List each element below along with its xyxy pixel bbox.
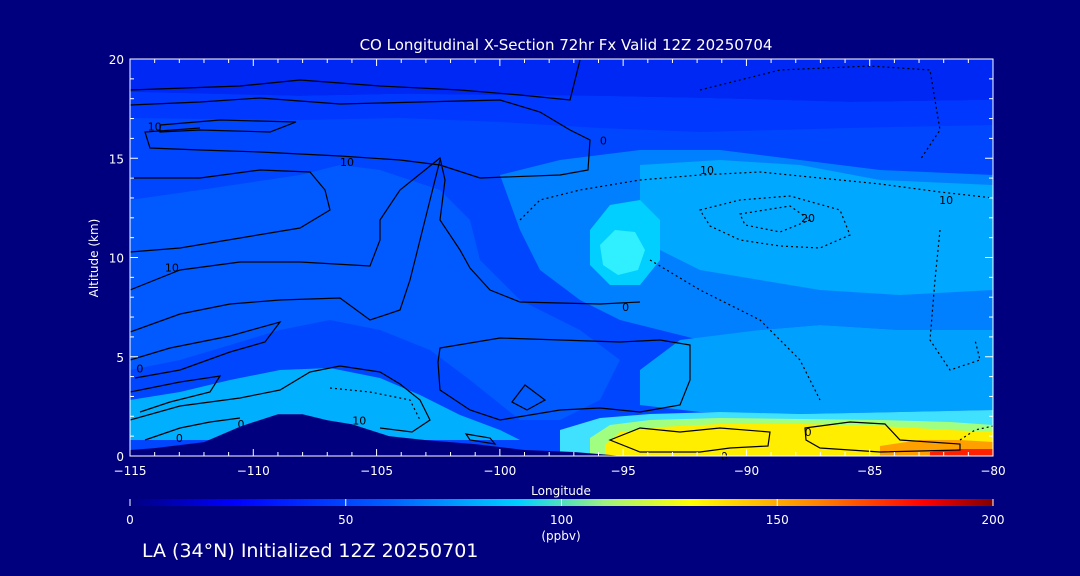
y-tick-label: 20: [109, 53, 124, 67]
y-tick-label: 10: [109, 252, 124, 266]
field-lower-east: [640, 325, 993, 414]
colorbar-tick-label: 100: [550, 513, 573, 527]
terrain-mask: [130, 414, 993, 456]
field-upper-band: [130, 92, 993, 132]
contour-label: 10: [148, 120, 162, 133]
contour-label: 10: [165, 261, 179, 274]
x-tick-label: −105: [360, 464, 393, 478]
colorbar-label: (ppbv): [541, 529, 580, 543]
colorbar-tick-label: 150: [766, 513, 789, 527]
contour-line: [511, 384, 547, 411]
contour-label: 0: [176, 432, 183, 445]
contour-line-dotted: [929, 229, 981, 371]
contour-lines: [130, 59, 993, 453]
contour-line: [130, 97, 591, 179]
contour-label: 0: [600, 134, 607, 147]
contour-label: 0: [237, 418, 244, 431]
contour-label: 10: [340, 156, 354, 169]
contour-line: [144, 417, 241, 441]
contour-line: [130, 320, 282, 379]
x-tick-label: −110: [237, 464, 270, 478]
contour-line: [130, 156, 641, 305]
contour-line: [804, 421, 961, 453]
contour-label: 0: [805, 426, 812, 439]
contour-line: [130, 375, 222, 413]
colorbar-tick-label: 0: [126, 513, 134, 527]
contour-label: 10: [939, 194, 953, 207]
x-tick-label: −115: [114, 464, 147, 478]
field-east-upper-light: [640, 160, 993, 295]
x-axis-label: Longitude: [531, 484, 591, 498]
contour-line: [130, 59, 581, 101]
field-plume-core: [600, 230, 645, 275]
contour-line-dotted: [959, 425, 993, 441]
contour-line-dotted: [699, 195, 851, 249]
colorbar-tick-label: 200: [982, 513, 1005, 527]
contour-label: 10: [352, 414, 366, 427]
contour-line: [437, 337, 691, 421]
field-lower-west: [130, 368, 520, 440]
contour-line: [464, 433, 497, 445]
contour-line: [130, 365, 431, 433]
field-top-layer: [130, 59, 993, 102]
x-tick-label: −85: [857, 464, 882, 478]
colorbar-ticks: 0 50 100 150 200: [126, 499, 1004, 527]
contour-line-dotted: [649, 259, 821, 401]
y-tick-label: 15: [109, 152, 124, 166]
contour-label: 0: [136, 363, 143, 376]
footer-caption: LA (34°N) Initialized 12Z 20250701: [142, 540, 479, 562]
contour-line-dotted: [329, 387, 421, 421]
x-tick-label: −90: [734, 464, 759, 478]
contour-line: [608, 427, 771, 453]
co-concentration-field: [130, 59, 993, 456]
y-tick-label: 5: [116, 351, 124, 365]
contour-label: 0: [622, 301, 629, 314]
contour-label: 10: [700, 164, 714, 177]
contour-line-dotted: [519, 171, 993, 221]
contour-line-dotted: [739, 205, 812, 233]
contour-label: 20: [801, 212, 815, 225]
colorbar-tick-label: 50: [338, 513, 353, 527]
y-axis-label: Altitude (km): [87, 219, 101, 298]
y-tick-label: 0: [116, 450, 124, 464]
negative-contours: [329, 65, 993, 441]
x-tick-label: −95: [610, 464, 635, 478]
contour-line: [130, 159, 441, 333]
x-tick-label: −100: [483, 464, 516, 478]
contour-line: [159, 119, 297, 133]
chart-title: CO Longitudinal X-Section 72hr Fx Valid …: [360, 36, 773, 54]
contour-line: [130, 169, 331, 253]
field-west-band: [130, 165, 620, 420]
x-tick-label: −80: [980, 464, 1005, 478]
